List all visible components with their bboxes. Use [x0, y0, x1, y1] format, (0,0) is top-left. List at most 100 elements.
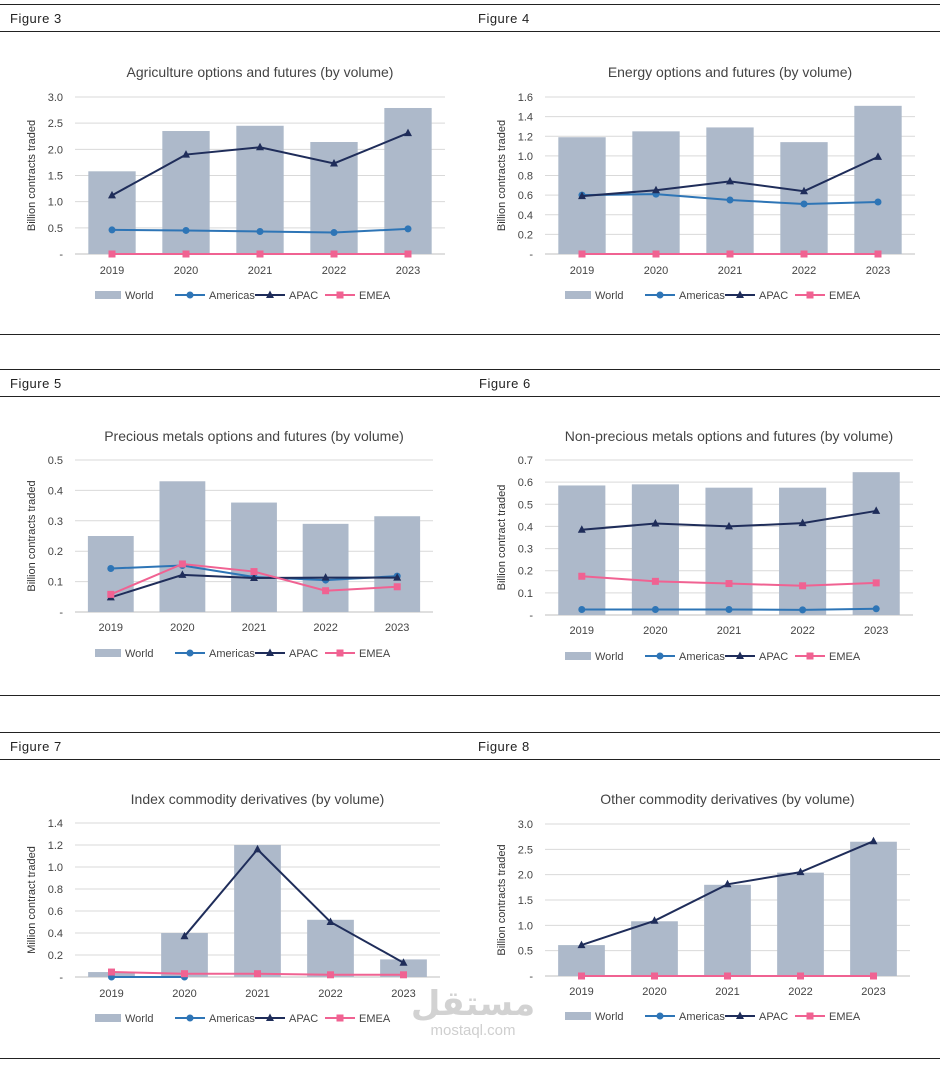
bar-world — [558, 485, 606, 615]
y-axis-label: Million contract traded — [26, 846, 38, 954]
point-americas — [256, 227, 264, 235]
x-tick-label: 2019 — [99, 622, 123, 634]
point-apac — [650, 916, 659, 924]
x-tick-label: 2023 — [866, 265, 890, 277]
y-tick-label: 1.4 — [48, 818, 63, 830]
point-emea — [726, 250, 734, 258]
watermark-logo: مستقل — [410, 984, 536, 1024]
point-emea — [578, 250, 586, 258]
chart-title: Energy options and futures (by volume) — [608, 64, 852, 80]
y-tick-label: 0.1 — [518, 588, 533, 600]
point-apac — [326, 917, 335, 925]
non-precious-metals-chart: Non-precious metals options and futures … — [496, 428, 913, 663]
legend-swatch-world — [565, 652, 591, 660]
bar-world — [706, 127, 754, 254]
x-tick-label: 2021 — [718, 265, 742, 277]
point-americas — [872, 605, 880, 613]
point-emea — [870, 972, 877, 980]
x-tick-label: 2022 — [313, 622, 337, 634]
x-tick-label: 2023 — [861, 986, 885, 998]
y-tick-label: 0.3 — [48, 516, 63, 528]
precious-metals-chart: Precious metals options and futures (by … — [26, 428, 433, 660]
bar-world — [850, 841, 897, 976]
other-commodity-chart: Other commodity derivatives (by volume) B… — [496, 791, 910, 1023]
x-tick-label: 2022 — [318, 988, 342, 1000]
y-tick-label: 0.8 — [48, 884, 63, 896]
legend-label-apac: APAC — [759, 651, 788, 663]
x-tick-label: 2019 — [100, 265, 124, 277]
legend-label-apac: APAC — [289, 648, 318, 660]
point-apac — [321, 573, 330, 581]
y-tick-label: 0.4 — [48, 928, 63, 940]
point-emea — [107, 590, 115, 598]
chart-title: Non-precious metals options and futures … — [565, 428, 893, 444]
point-emea — [256, 250, 264, 258]
legend-swatch-world — [95, 1014, 121, 1022]
y-tick-label: 0.8 — [518, 171, 533, 183]
x-tick-label: 2020 — [174, 265, 198, 277]
y-tick-label: 1.2 — [518, 131, 533, 143]
point-apac — [796, 867, 805, 876]
legend-label-emea: EMEA — [829, 651, 861, 663]
y-tick-label: 0.2 — [518, 229, 533, 241]
y-tick-label: 0.2 — [48, 546, 63, 558]
legend-marker-emea — [336, 1014, 344, 1022]
point-apac — [108, 190, 116, 199]
point-americas — [651, 605, 659, 613]
legend-label-americas: Americas — [209, 1013, 255, 1025]
x-tick-label: 2019 — [99, 988, 123, 1000]
point-apac — [652, 185, 660, 194]
chart-title: Agriculture options and futures (by volu… — [127, 64, 394, 80]
x-tick-label: 2020 — [643, 625, 667, 637]
bar-world — [307, 919, 354, 977]
legend-label-emea: EMEA — [829, 1011, 861, 1023]
mostaql-watermark: مستقل mostaql.com — [408, 985, 538, 1045]
legend-label-americas: Americas — [209, 648, 255, 660]
point-emea — [799, 582, 807, 590]
legend-marker-emea — [806, 652, 814, 660]
point-americas — [330, 229, 338, 237]
y-tick-label: 0.2 — [48, 950, 63, 962]
legend-marker-emea — [336, 649, 344, 657]
point-emea — [250, 568, 258, 576]
bar-world — [558, 945, 605, 976]
x-tick-label: 2021 — [248, 265, 272, 277]
point-americas — [404, 225, 412, 233]
point-apac — [182, 150, 190, 158]
x-tick-label: 2023 — [385, 622, 409, 634]
point-emea — [108, 968, 115, 976]
section-divider — [0, 369, 940, 370]
legend-label-world: World — [595, 1011, 624, 1023]
y-tick-label: 2.0 — [48, 144, 63, 156]
figure-label: Figure 7 — [10, 739, 62, 754]
legend-label-emea: EMEA — [359, 1013, 391, 1025]
y-tick-label: - — [59, 249, 63, 261]
x-tick-label: 2019 — [570, 265, 594, 277]
legend-label-world: World — [595, 290, 624, 302]
bar-world — [631, 921, 678, 976]
point-americas — [726, 196, 734, 204]
point-apac — [872, 506, 881, 514]
y-tick-label: 2.0 — [518, 870, 533, 882]
bar-world — [87, 536, 134, 612]
watermark-text: mostaql.com — [430, 1022, 516, 1039]
y-tick-label: 2.5 — [518, 844, 533, 856]
bar-world — [380, 959, 427, 977]
point-apac — [725, 521, 733, 530]
point-emea — [400, 971, 407, 979]
legend-swatch-world — [95, 649, 121, 657]
point-americas — [182, 226, 190, 234]
x-tick-label: 2021 — [715, 986, 739, 998]
point-apac — [874, 152, 882, 160]
y-tick-label: 0.6 — [518, 477, 533, 489]
point-emea — [874, 250, 882, 258]
bar-world — [705, 487, 753, 615]
x-tick-label: 2022 — [792, 265, 816, 277]
y-axis-label: Billion contracts traded — [496, 120, 508, 231]
point-emea — [254, 970, 261, 978]
point-emea — [797, 972, 804, 980]
y-tick-label: 0.6 — [518, 190, 533, 202]
x-tick-label: 2019 — [569, 986, 593, 998]
chart-title: Precious metals options and futures (by … — [104, 428, 404, 444]
legend-marker-apac — [736, 651, 744, 659]
